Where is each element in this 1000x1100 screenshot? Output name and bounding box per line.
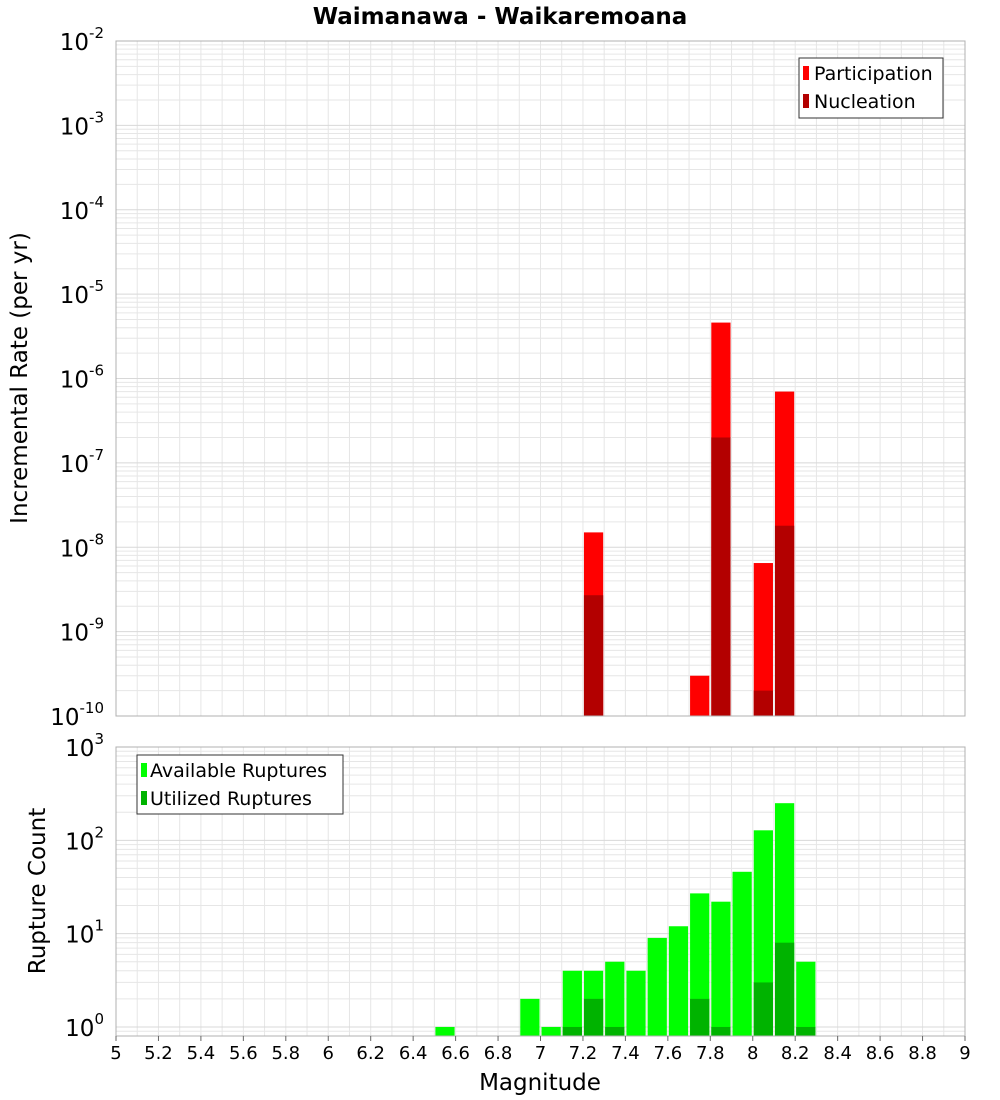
x-tick-label: 7.6 [654, 1043, 683, 1064]
count-bar-primary [796, 961, 816, 1036]
legend-swatch-available [141, 763, 147, 777]
rate-y-tick-label: 10-2 [60, 24, 104, 56]
count-bar-primary [668, 926, 689, 1036]
count-bar-primary [520, 998, 540, 1036]
count-bar-primary [711, 901, 731, 1036]
x-tick-label: 5.6 [229, 1043, 258, 1064]
x-tick-label: 5 [110, 1043, 121, 1064]
count-bar-secondary [774, 942, 795, 1036]
x-tick-label: 8.2 [781, 1043, 810, 1064]
rate-bar-secondary [774, 525, 795, 716]
x-tick-label: 6.4 [399, 1043, 428, 1064]
legend-label-nucleation: Nucleation [814, 91, 916, 113]
count-bar-primary [732, 871, 752, 1036]
rate-panel: 10-10 10-9 10-8 10-7 10-6 10-5 10-4 10-3 10-2 In… [7, 24, 966, 731]
rate-plot-frame [115, 40, 966, 717]
rate-y-tick-label: 10-9 [60, 615, 104, 647]
rate-bar-secondary [753, 690, 773, 716]
x-tick-label: 7.8 [696, 1043, 725, 1064]
rate-y-tick-label: 10-5 [60, 277, 104, 309]
count-bar-secondary [711, 1026, 731, 1036]
x-tick-label: 5.4 [187, 1043, 216, 1064]
rate-bar-primary [690, 675, 710, 716]
x-ticks: 5 5.2 5.4 5.6 5.8 6 6.2 6.4 6.6 6.8 7 7.2 7.4 7.6 7.8 8… [110, 1036, 971, 1064]
count-bar-secondary [605, 1026, 625, 1036]
x-tick-label: 7.4 [611, 1043, 640, 1064]
count-bar-primary [562, 970, 582, 1036]
x-tick-label: 6.6 [441, 1043, 470, 1064]
rate-bar-primary [753, 563, 773, 716]
legend-swatch-utilized [141, 791, 147, 805]
count-bars [435, 803, 816, 1036]
count-bar-primary [647, 937, 667, 1036]
x-tick-label: 6 [323, 1043, 334, 1064]
rate-legend-box [798, 57, 944, 119]
count-bar-secondary [562, 1026, 582, 1036]
rate-y-tick-label: 10-7 [60, 446, 104, 478]
legend-label-participation: Participation [814, 63, 933, 85]
legend-swatch-participation [803, 66, 809, 80]
rate-y-ticks: 10-10 10-9 10-8 10-7 10-6 10-5 10-4 10-3 10-2 [50, 24, 104, 731]
count-bar-primary [435, 1026, 455, 1036]
count-y-axis-label: Rupture Count [25, 808, 51, 974]
x-tick-label: 8.8 [908, 1043, 937, 1064]
count-bar-primary [626, 970, 646, 1036]
x-tick-label: 8.4 [823, 1043, 852, 1064]
legend-swatch-nucleation [803, 94, 809, 108]
rate-y-tick-label: 10-10 [50, 699, 104, 731]
rate-y-tick-label: 10-3 [60, 108, 104, 140]
legend-label-utilized: Utilized Ruptures [150, 788, 312, 810]
count-legend: Available Ruptures Utilized Ruptures [136, 754, 344, 815]
count-bar-secondary [796, 1026, 816, 1036]
legend-label-available: Available Ruptures [150, 760, 327, 782]
x-tick-label: 6.8 [484, 1043, 513, 1064]
rate-y-tick-label: 10-8 [60, 530, 104, 562]
x-tick-label: 8.6 [866, 1043, 895, 1064]
count-bar-secondary [690, 998, 710, 1036]
count-bar-secondary [753, 982, 773, 1036]
count-bar-secondary [583, 998, 604, 1036]
chart-title: Waimanawa - Waikaremoana [313, 4, 688, 30]
x-tick-label: 8 [747, 1043, 758, 1064]
rate-bar-secondary [711, 437, 731, 716]
count-y-ticks: 100 101 102 103 [65, 730, 104, 1042]
x-tick-label: 5.8 [271, 1043, 300, 1064]
rate-bars [583, 322, 795, 716]
count-bar-primary [541, 1026, 561, 1036]
x-tick-label: 7 [535, 1043, 546, 1064]
rate-grid [115, 41, 966, 717]
rate-legend: Participation Nucleation [798, 57, 944, 119]
x-tick-label: 5.2 [144, 1043, 173, 1064]
count-y-tick-label: 100 [65, 1010, 104, 1042]
count-y-tick-label: 102 [65, 823, 104, 855]
rate-y-tick-label: 10-4 [60, 193, 104, 225]
count-y-tick-label: 101 [65, 917, 104, 949]
x-tick-label: 7.2 [569, 1043, 598, 1064]
count-panel: 100 101 102 103 5 5.2 5.4 5.6 5.8 6 6.2 6.4 6.6 6.8 7… [25, 730, 971, 1096]
rate-y-axis-label: Incremental Rate (per yr) [7, 232, 33, 524]
rate-bar-secondary [583, 595, 604, 716]
x-tick-label: 9 [959, 1043, 970, 1064]
x-tick-label: 6.2 [356, 1043, 385, 1064]
count-bar-primary [605, 961, 625, 1036]
x-axis-label: Magnitude [479, 1070, 601, 1096]
rate-y-tick-label: 10-6 [60, 362, 104, 394]
count-y-tick-label: 103 [65, 730, 104, 762]
count-legend-box [136, 754, 344, 815]
